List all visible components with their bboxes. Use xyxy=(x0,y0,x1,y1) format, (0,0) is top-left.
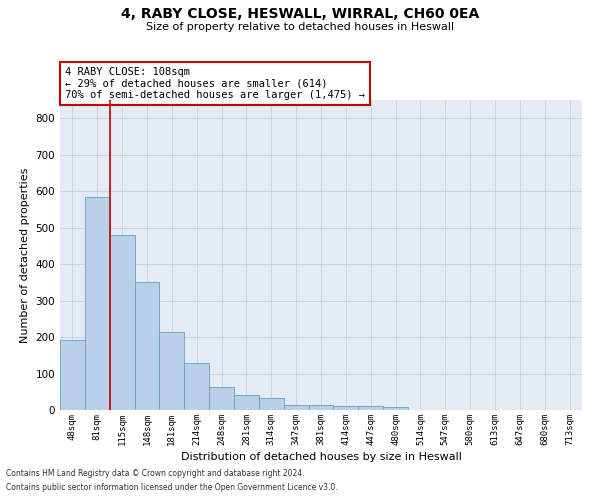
Bar xyxy=(85,196,110,410)
Bar xyxy=(184,362,209,410)
Bar xyxy=(160,332,184,410)
Text: 4, RABY CLOSE, HESWALL, WIRRAL, CH60 0EA: 4, RABY CLOSE, HESWALL, WIRRAL, CH60 0EA xyxy=(121,8,479,22)
Text: Contains public sector information licensed under the Open Government Licence v3: Contains public sector information licen… xyxy=(6,484,338,492)
Bar xyxy=(284,404,308,410)
Text: Size of property relative to detached houses in Heswall: Size of property relative to detached ho… xyxy=(146,22,454,32)
Bar xyxy=(234,396,259,410)
Bar xyxy=(383,406,408,410)
Bar xyxy=(259,398,284,410)
Bar xyxy=(110,235,134,410)
Bar xyxy=(134,282,160,410)
Text: Distribution of detached houses by size in Heswall: Distribution of detached houses by size … xyxy=(181,452,461,462)
Bar xyxy=(60,340,85,410)
Text: 4 RABY CLOSE: 108sqm
← 29% of detached houses are smaller (614)
70% of semi-deta: 4 RABY CLOSE: 108sqm ← 29% of detached h… xyxy=(65,67,365,100)
Y-axis label: Number of detached properties: Number of detached properties xyxy=(20,168,30,342)
Bar xyxy=(209,388,234,410)
Bar xyxy=(358,406,383,410)
Bar xyxy=(334,406,358,410)
Bar xyxy=(308,404,334,410)
Text: Contains HM Land Registry data © Crown copyright and database right 2024.: Contains HM Land Registry data © Crown c… xyxy=(6,468,305,477)
